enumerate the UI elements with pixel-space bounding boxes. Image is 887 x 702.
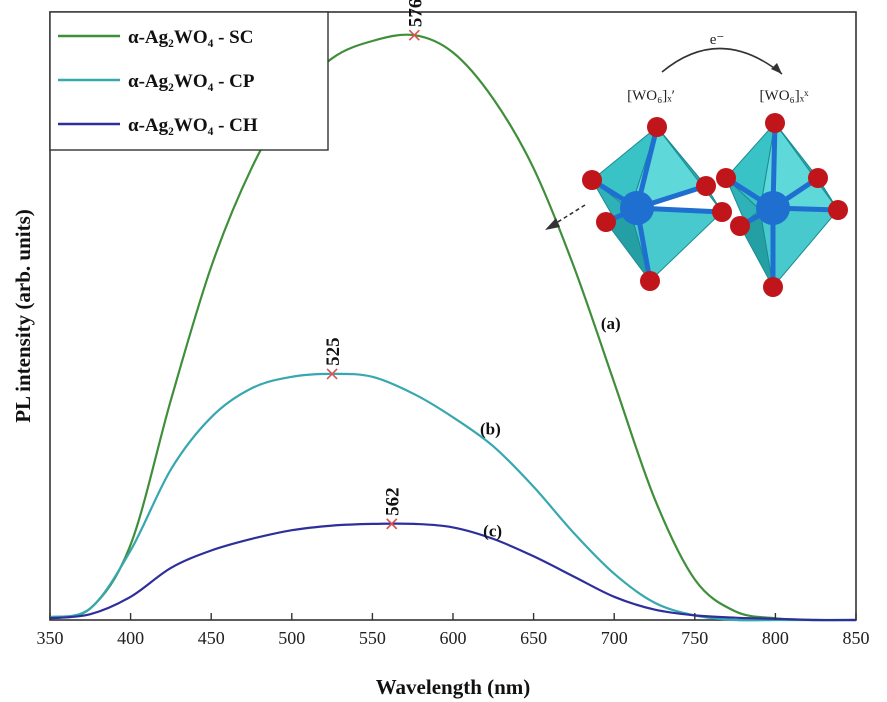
- y-axis-title: PL intensity (arb. units): [11, 209, 35, 423]
- inset-pointer-arrowhead: [545, 218, 560, 230]
- x-tick-label: 800: [762, 628, 789, 648]
- x-tick-label: 350: [37, 628, 64, 648]
- tungsten-atom: [756, 191, 790, 225]
- peak-marker-1: [408, 29, 420, 41]
- peak-markers-group: 576 525 562: [323, 0, 426, 530]
- octahedron-left: [582, 117, 732, 291]
- oxygen-atom: [696, 176, 716, 196]
- x-tick-label: 500: [278, 628, 305, 648]
- legend-label-1: α-Ag₂WO₄ - SC: [128, 27, 253, 48]
- x-tick-label: 400: [117, 628, 144, 648]
- peak-label-2: 525: [323, 337, 344, 366]
- peak-label-3: 562: [383, 487, 404, 516]
- oxygen-atom: [582, 170, 602, 190]
- oxygen-atom: [640, 271, 660, 291]
- oxygen-atom: [808, 168, 828, 188]
- peak-marker-2: [326, 368, 338, 380]
- octahedron-right: [716, 113, 848, 297]
- oxygen-atom: [712, 202, 732, 222]
- curves-group: [49, 33, 857, 622]
- peak-marker-stroke: [408, 29, 420, 41]
- x-tick-label: 650: [520, 628, 547, 648]
- series-line-2: [49, 372, 856, 622]
- curve-label-3: (c): [483, 521, 502, 540]
- inset-pointer-arrow: [552, 204, 586, 226]
- inset-crystal-structure: e⁻ [WO₆]ₓ′ [WO₆]ₓˣ: [545, 32, 848, 297]
- oxygen-atom: [730, 216, 750, 236]
- legend-label-3: α-Ag₂WO₄ - CH: [128, 115, 258, 136]
- series-line-3: [49, 522, 857, 622]
- oxygen-atom: [596, 212, 616, 232]
- oxygen-atom: [716, 168, 736, 188]
- series-line-1: [49, 33, 857, 622]
- oxygen-atom: [828, 200, 848, 220]
- x-tick-label: 700: [601, 628, 628, 648]
- peak-marker-stroke: [386, 518, 398, 530]
- legend: α-Ag₂WO₄ - SC α-Ag₂WO₄ - CP α-Ag₂WO₄ - CH: [49, 11, 329, 151]
- x-tick-label: 600: [440, 628, 467, 648]
- electron-label: e⁻: [710, 32, 725, 48]
- x-ticks-group: 350 400 450 500 550 600 650 700 750 800 850: [37, 613, 870, 648]
- cluster-left-label: [WO₆]ₓ′: [627, 88, 675, 104]
- curve-labels-group: (a) (b) (c): [480, 314, 621, 540]
- peak-marker-3: [386, 518, 398, 530]
- cluster-right-label: [WO₆]ₓˣ: [760, 88, 810, 104]
- electron-transfer-arrow: [661, 47, 783, 75]
- octahedron-face: [774, 122, 839, 211]
- oxygen-atom: [763, 277, 783, 297]
- curve-label-2: (b): [480, 419, 501, 438]
- legend-label-2: α-Ag₂WO₄ - CP: [128, 71, 255, 92]
- curve-label-1: (a): [601, 314, 621, 333]
- tungsten-atom: [620, 191, 654, 225]
- x-axis-title: Wavelength (nm): [376, 675, 531, 699]
- peak-label-1: 576: [405, 0, 426, 27]
- peak-marker-stroke: [326, 368, 338, 380]
- x-tick-label: 450: [198, 628, 225, 648]
- electron-transfer-arrowhead: [771, 63, 782, 74]
- x-tick-label: 750: [681, 628, 708, 648]
- oxygen-atom: [765, 113, 785, 133]
- x-tick-label: 850: [843, 628, 870, 648]
- x-tick-label: 550: [359, 628, 386, 648]
- oxygen-atom: [647, 117, 667, 137]
